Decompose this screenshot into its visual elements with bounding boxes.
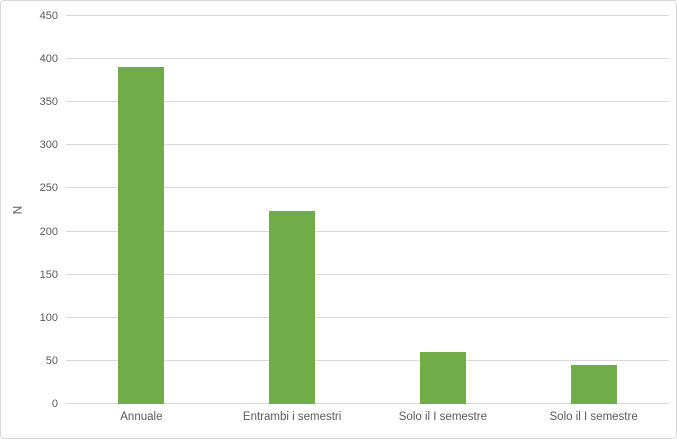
bar — [269, 211, 316, 404]
y-tick-label: 400 — [39, 53, 58, 66]
x-category-label: Solo il I semestre — [549, 411, 638, 423]
plot-area — [66, 15, 669, 404]
x-category-label: Annuale — [120, 411, 163, 423]
y-tick-label: 0 — [51, 398, 58, 410]
x-category-label: Solo il I semestre — [398, 411, 487, 423]
y-tick-label: 250 — [39, 182, 58, 195]
gridline — [66, 273, 669, 275]
bar — [419, 352, 466, 404]
gridline — [66, 187, 669, 189]
gridline — [66, 58, 669, 60]
y-tick-label: 50 — [45, 354, 58, 367]
y-tick-label: 150 — [39, 268, 58, 281]
gridline — [66, 101, 669, 103]
y-tick-label: 450 — [39, 10, 58, 22]
y-axis-title: N — [10, 205, 25, 215]
bar — [118, 67, 165, 404]
bar — [570, 365, 617, 404]
gridline — [66, 403, 669, 404]
y-tick-label: 350 — [39, 96, 58, 109]
y-tick-label: 200 — [39, 225, 58, 238]
y-tick-label: 100 — [39, 311, 58, 324]
gridline — [66, 144, 669, 146]
y-tick-label: 300 — [39, 139, 58, 152]
gridline — [66, 316, 669, 318]
x-category-label: Entrambi i semestri — [242, 411, 342, 423]
gridline — [66, 359, 669, 361]
gridline — [66, 15, 669, 16]
gridline — [66, 230, 669, 232]
